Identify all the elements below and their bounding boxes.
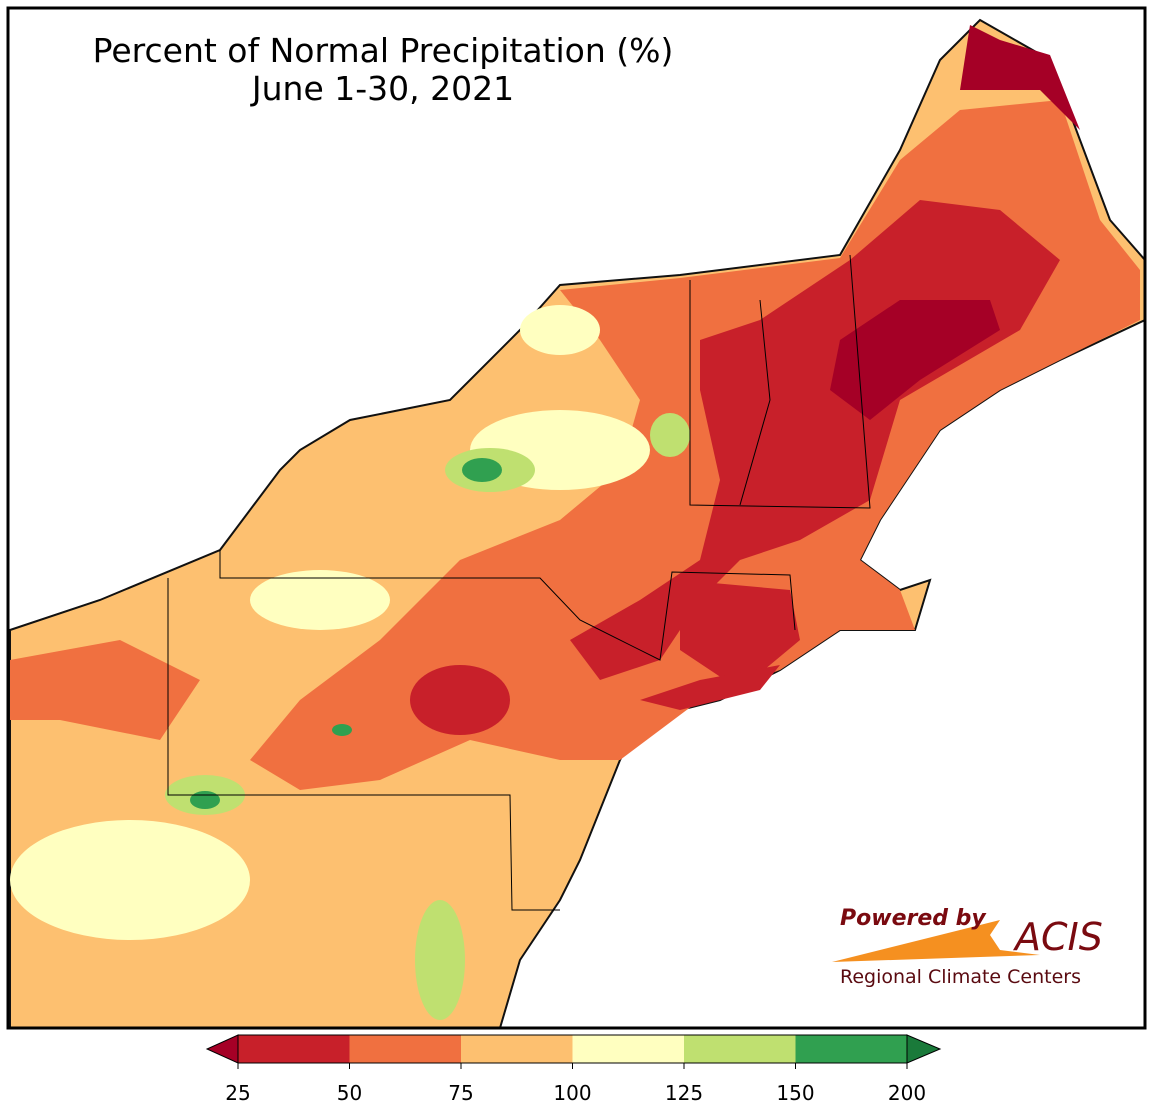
map: Percent of Normal Precipitation (%) June… (6, 6, 1147, 1030)
region-125-150-c (415, 900, 465, 1020)
colorbar: 25 50 75 100 125 150 200 (205, 1034, 942, 1105)
region-150-200-b (190, 791, 220, 809)
colorbar-tick-label: 200 (888, 1081, 926, 1105)
colorbar-under (205, 1034, 239, 1064)
colorbar-segment (238, 1035, 350, 1063)
colorbar-over (906, 1034, 942, 1064)
state-borders (689, 254, 871, 509)
region-50-75-west (10, 640, 200, 740)
state-borders (167, 578, 560, 911)
region-150-200-c (332, 724, 352, 736)
colorbar-segment (684, 1035, 796, 1063)
region-100-125-d (520, 305, 600, 355)
region-25-50-pa (410, 665, 510, 735)
colorbar-tick-label: 75 (448, 1081, 473, 1105)
logo: Powered by ACIS Regional Climate Centers (832, 906, 1103, 988)
region-25-50-li (640, 665, 780, 710)
map-frame (6, 6, 1147, 1030)
colorbar-segment (461, 1035, 573, 1063)
region-100-125-c (250, 570, 390, 630)
colorbar-segment (795, 1035, 907, 1063)
logo-name: ACIS (1012, 915, 1103, 959)
state-borders (739, 299, 771, 506)
colorbar-segment (572, 1035, 684, 1063)
region-150-200-a (462, 458, 502, 482)
region-25-50-ny (680, 580, 800, 690)
map-title: Percent of Normal Precipitation (%) (93, 31, 674, 70)
logo-swoosh (832, 920, 1040, 962)
region-100-125-b (10, 820, 250, 940)
map-subtitle: June 1-30, 2021 (250, 69, 514, 108)
region-below-25 (830, 300, 1000, 420)
colorbar-tick-label: 50 (337, 1081, 362, 1105)
logo-network: Regional Climate Centers (840, 966, 1081, 988)
region-125-150-d (650, 413, 690, 457)
region-below-25-north (960, 25, 1080, 130)
colorbar-tick-label: 150 (776, 1081, 814, 1105)
logo-powered: Powered by (840, 906, 987, 931)
colorbar-segment (349, 1035, 461, 1063)
colorbar-tick-label: 100 (553, 1081, 591, 1105)
state-borders (219, 550, 796, 661)
colorbar-tick-label: 25 (225, 1081, 250, 1105)
colorbar-tick-label: 125 (665, 1081, 703, 1105)
